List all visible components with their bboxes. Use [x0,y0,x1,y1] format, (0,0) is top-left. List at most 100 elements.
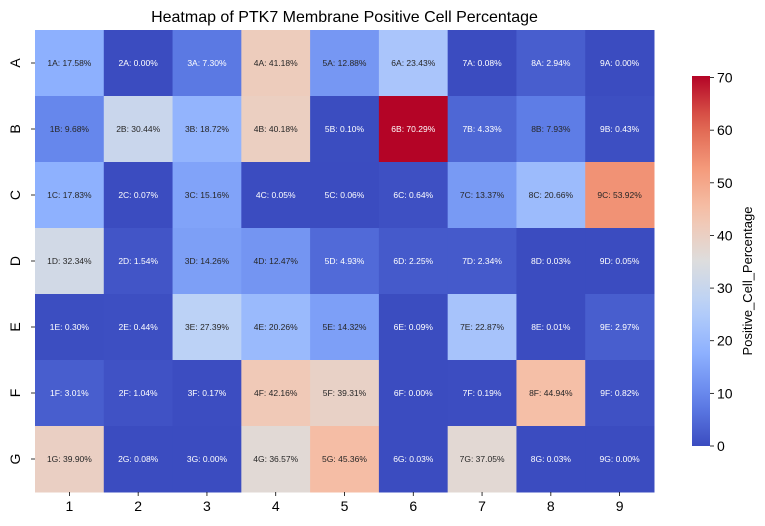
cell-annotation: 7C: 13.37% [460,190,505,200]
heatmap-cell [447,360,517,427]
cell-annotation: 6E: 0.09% [394,322,434,332]
heatmap-cell [378,30,449,97]
cell-annotation: 8A: 2.94% [531,58,571,68]
x-tick-label: 8 [547,498,555,514]
cell-annotation: 7E: 22.87% [460,322,504,332]
cell-annotation: 5D: 4.93% [325,256,365,266]
cell-annotation: 3D: 14.26% [185,256,230,266]
cell-annotation: 3C: 15.16% [185,190,230,200]
heatmap-cell [35,360,105,427]
heatmap-cell [516,360,586,427]
cell-annotation: 7G: 37.05% [460,454,505,464]
heatmap-cell [447,426,517,493]
cell-annotation: 1F: 3.01% [50,388,89,398]
heatmap-cell [310,228,380,295]
cell-annotation: 4E: 20.26% [254,322,298,332]
heatmap-cell [310,360,380,427]
cell-annotation: 5F: 39.31% [323,388,367,398]
heatmap-cell [585,360,655,427]
cell-annotation: 7D: 2.34% [462,256,502,266]
heatmap-cell [516,294,586,361]
heatmap-cell [172,228,242,295]
cell-annotation: 6G: 0.03% [393,454,434,464]
heatmap-cell [35,426,105,493]
heatmap-cell [241,294,311,361]
heatmap-cell [447,96,517,163]
cell-annotation: 2G: 0.08% [118,454,159,464]
cell-annotation: 8F: 44.94% [529,388,573,398]
heatmap-grid: 1A: 17.58% 2A: 0.00% 3A: 7.30% 4A: 41.18% 5A… [35,30,655,493]
cell-annotation: 6B: 70.29% [391,124,435,134]
heatmap-cell [241,162,311,229]
heatmap-cell [585,426,655,493]
heatmap-cell [35,162,105,229]
y-tick-label: G [7,454,23,465]
cell-annotation: 5A: 12.88% [323,58,367,68]
heatmap-cell [241,426,311,493]
heatmap-cell [585,30,655,97]
heatmap-cell [241,228,311,295]
heatmap-cell [310,96,380,163]
y-tick-label: B [7,124,23,133]
cell-annotation: 4G: 36.57% [253,454,298,464]
cell-annotation: 4C: 0.05% [256,190,296,200]
cell-annotation: 5E: 14.32% [323,322,367,332]
cell-annotation: 3E: 27.39% [185,322,229,332]
cell-annotation: 2B: 30.44% [116,124,160,134]
cell-annotation: 2E: 0.44% [119,322,159,332]
heatmap-cell [378,294,449,361]
cell-annotation: 9B: 0.43% [600,124,640,134]
cell-annotation: 9C: 53.92% [597,190,642,200]
heatmap-cell [378,360,449,427]
cell-annotation: 1D: 32.34% [47,256,92,266]
cell-annotation: 4A: 41.18% [254,58,298,68]
heatmap-cell [103,162,174,229]
heatmap-cell [447,162,517,229]
heatmap-cell [585,162,655,229]
cell-annotation: 8G: 0.03% [531,454,572,464]
cell-annotation: 6A: 23.43% [391,58,435,68]
heatmap-cell [35,30,105,97]
cell-annotation: 4B: 40.18% [254,124,298,134]
cell-annotation: 5C: 0.06% [325,190,365,200]
x-axis: 1 2 3 4 5 6 7 8 9 [65,492,624,514]
heatmap-cell [103,360,174,427]
y-axis: A B C D E F G [7,58,35,465]
y-tick-label: A [7,58,23,68]
cell-annotation: 9G: 0.00% [600,454,641,464]
colorbar-tick-label: 30 [717,280,733,296]
cell-annotation: 2D: 1.54% [118,256,158,266]
cell-annotation: 9E: 2.97% [600,322,640,332]
heatmap-cell [310,426,380,493]
cell-annotation: 2C: 0.07% [118,190,158,200]
cell-annotation: 8E: 0.01% [531,322,571,332]
cell-annotation: 7B: 4.33% [462,124,502,134]
cell-annotation: 7A: 0.08% [462,58,502,68]
colorbar: 0 10 20 30 40 50 60 70 Positive_Cell_Percentage [692,70,755,454]
y-tick-label: F [7,389,23,398]
cell-annotation: 4D: 12.47% [254,256,299,266]
cell-annotation: 1G: 39.90% [47,454,92,464]
heatmap-cell [378,426,449,493]
heatmap-cell [172,162,242,229]
heatmap-cell [172,30,242,97]
colorbar-tick-label: 50 [717,175,733,191]
cell-annotation: 5G: 45.36% [322,454,367,464]
heatmap-cell [172,96,242,163]
heatmap-cell [447,228,517,295]
heatmap-cell [241,360,311,427]
heatmap-cell [172,360,242,427]
y-tick-label: E [7,322,23,331]
heatmap-cell [35,294,105,361]
cell-annotation: 2F: 1.04% [119,388,158,398]
colorbar-tick-label: 70 [717,70,733,86]
heatmap-cell [585,96,655,163]
heatmap-cell [172,294,242,361]
heatmap-cell [103,294,174,361]
colorbar-tick-label: 10 [717,385,733,401]
cell-annotation: 9F: 0.82% [600,388,639,398]
cell-annotation: 4F: 42.16% [254,388,298,398]
cell-annotation: 6C: 0.64% [393,190,433,200]
heatmap-cell [35,228,105,295]
